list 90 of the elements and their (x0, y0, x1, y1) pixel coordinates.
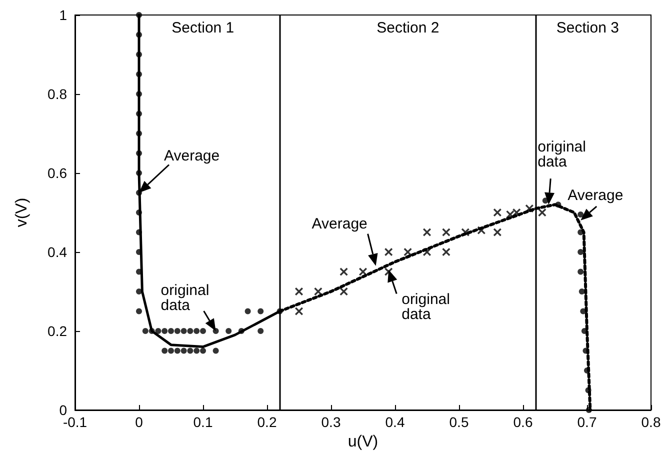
point (194, 328, 200, 334)
point (542, 198, 548, 204)
point (258, 328, 264, 334)
point (581, 328, 588, 334)
point (142, 328, 148, 334)
point (174, 348, 180, 354)
y-tick-label: 1 (59, 7, 68, 23)
point (148, 328, 155, 334)
annotation: Average (164, 147, 220, 164)
point (136, 52, 142, 58)
point (493, 228, 502, 236)
point (136, 12, 142, 18)
point (136, 71, 142, 78)
point (136, 190, 142, 196)
annotation: original data (160, 282, 214, 314)
point (168, 348, 174, 354)
point (194, 348, 200, 354)
point (258, 308, 264, 314)
point (136, 288, 142, 294)
point (180, 348, 187, 354)
point (162, 328, 168, 334)
point (136, 130, 142, 136)
point (136, 210, 142, 216)
x-tick-label: 0.7 (577, 414, 597, 430)
x-tick-label: 0.1 (193, 414, 213, 430)
point (512, 208, 521, 216)
x-axis-title: u(V) (348, 434, 378, 450)
point (580, 308, 586, 314)
annotation: original data (538, 138, 590, 171)
point (442, 248, 450, 256)
y-tick-label: 0.8 (48, 86, 68, 102)
y-tick-label: 0.4 (48, 244, 68, 260)
x-tick-label: 0.3 (321, 414, 341, 430)
point (578, 288, 585, 294)
point (578, 211, 584, 218)
annotation: Section 1 (172, 20, 234, 36)
point (586, 407, 592, 413)
point (155, 328, 162, 334)
point (136, 170, 142, 176)
point (538, 208, 546, 216)
annotation: Average (568, 186, 624, 204)
point (200, 328, 206, 334)
point (584, 368, 590, 374)
point (555, 202, 562, 208)
point (180, 328, 187, 334)
point (384, 268, 393, 276)
point (340, 268, 348, 276)
point (423, 248, 431, 256)
point (136, 110, 142, 117)
x-tick-label: 0 (135, 414, 144, 430)
x-tick-label: 0.2 (257, 414, 277, 430)
point (162, 348, 168, 354)
point (174, 328, 180, 334)
point (168, 328, 174, 334)
point (578, 249, 584, 255)
point (136, 229, 142, 236)
point (295, 288, 303, 296)
point (477, 226, 486, 234)
x-tick-label: 0.5 (449, 414, 469, 430)
point (136, 91, 142, 97)
point (506, 210, 514, 218)
point (136, 32, 142, 38)
point (200, 348, 206, 354)
point (578, 268, 584, 275)
annotation: Section 2 (376, 20, 440, 36)
point (226, 328, 232, 334)
point (525, 204, 534, 213)
x-tick-label: 0.6 (513, 414, 533, 430)
y-tick-label: 0.6 (48, 165, 68, 181)
point (384, 248, 393, 256)
point (136, 308, 142, 314)
x-tick-label: 0.4 (385, 414, 405, 430)
point (244, 308, 251, 314)
y-tick-label: 0.2 (48, 323, 68, 339)
point (136, 150, 142, 156)
point (212, 328, 219, 334)
point (187, 348, 194, 354)
point (461, 228, 470, 236)
point (187, 328, 194, 334)
point (442, 228, 450, 236)
x-tick-label: 0.8 (641, 414, 661, 430)
annotation: original data (402, 290, 454, 323)
point (314, 288, 322, 296)
point (238, 328, 244, 334)
point (493, 208, 502, 216)
annotation: Average (312, 215, 368, 232)
y-axis-title: v(V) (14, 198, 30, 228)
point (585, 387, 592, 394)
annotation: Section 3 (556, 20, 619, 36)
point (212, 348, 219, 354)
